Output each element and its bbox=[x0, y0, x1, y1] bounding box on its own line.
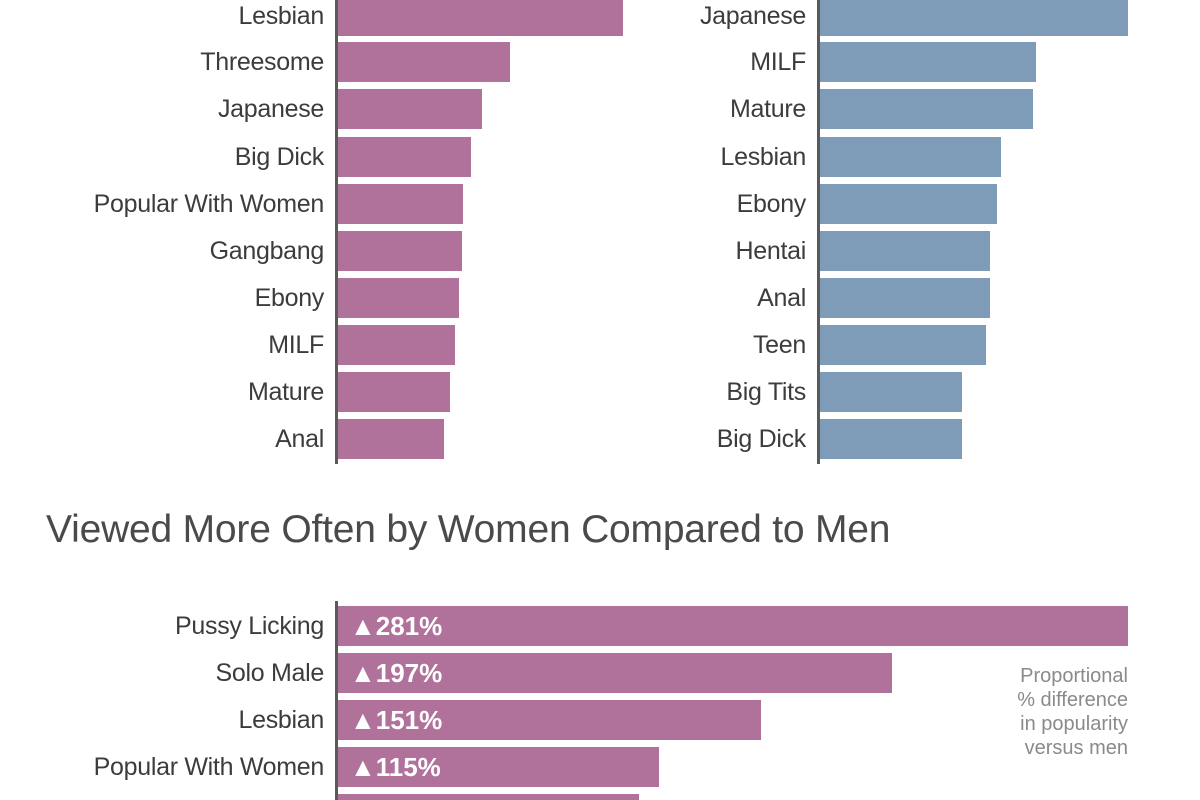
women-bar-gangbang bbox=[338, 231, 462, 271]
women-bar-anal bbox=[338, 419, 444, 459]
note-line-4: versus men bbox=[1024, 737, 1128, 759]
women-bar-big-dick bbox=[338, 137, 471, 177]
women-label-ebony: Ebony bbox=[254, 284, 325, 312]
women-label-gangbang: Gangbang bbox=[209, 237, 325, 265]
women-label-popular-with-women: Popular With Women bbox=[93, 190, 325, 218]
men-label-anal: Anal bbox=[757, 284, 806, 312]
men-label-big-tits: Big Tits bbox=[726, 378, 806, 406]
comparison-label-solo-male: Solo Male bbox=[215, 659, 325, 687]
men-bar-big-dick bbox=[820, 419, 962, 459]
men-label-japanese: Japanese bbox=[699, 2, 806, 30]
comparison-bar-partial bbox=[338, 794, 639, 800]
men-label-mature: Mature bbox=[729, 95, 806, 123]
women-chart-axis bbox=[335, 0, 338, 464]
women-label-big-dick: Big Dick bbox=[234, 143, 325, 171]
men-label-teen: Teen bbox=[752, 331, 806, 359]
men-label-ebony: Ebony bbox=[736, 190, 807, 218]
women-bar-lesbian bbox=[338, 0, 623, 36]
comparison-bar-pussy-licking: ▲281% bbox=[338, 606, 1128, 646]
comparison-value-popular-with-women: ▲115% bbox=[350, 752, 441, 782]
men-bar-hentai bbox=[820, 231, 990, 271]
men-bar-anal bbox=[820, 278, 990, 318]
men-chart-axis bbox=[817, 0, 820, 464]
note-line-3: in popularity bbox=[1020, 713, 1128, 735]
comparison-bar-solo-male: ▲197% bbox=[338, 653, 892, 693]
comparison-chart-axis bbox=[335, 601, 338, 800]
men-label-milf: MILF bbox=[750, 48, 806, 76]
men-bar-lesbian bbox=[820, 137, 1001, 177]
men-bar-teen bbox=[820, 325, 986, 365]
women-bar-popular-with-women bbox=[338, 184, 463, 224]
section-title: Viewed More Often by Women Compared to M… bbox=[46, 508, 891, 551]
comparison-value-solo-male: ▲197% bbox=[350, 658, 443, 688]
men-bar-japanese bbox=[820, 0, 1128, 36]
note-line-2: % difference bbox=[1017, 689, 1128, 711]
women-label-anal: Anal bbox=[275, 425, 324, 453]
comparison-value-pussy-licking: ▲281% bbox=[350, 611, 443, 641]
men-label-hentai: Hentai bbox=[735, 237, 807, 265]
women-bar-threesome bbox=[338, 42, 510, 82]
men-label-big-dick: Big Dick bbox=[716, 425, 807, 453]
comparison-label-popular-with-women: Popular With Women bbox=[93, 753, 325, 781]
comparison-bar-lesbian: ▲151% bbox=[338, 700, 761, 740]
comparison-bar-popular-with-women: ▲115% bbox=[338, 747, 659, 787]
women-label-lesbian: Lesbian bbox=[238, 2, 325, 30]
note-line-1: Proportional bbox=[1020, 665, 1128, 687]
women-bar-ebony bbox=[338, 278, 459, 318]
men-label-lesbian: Lesbian bbox=[720, 143, 807, 171]
women-label-japanese: Japanese bbox=[217, 95, 324, 123]
women-label-milf: MILF bbox=[268, 331, 324, 359]
men-bar-milf bbox=[820, 42, 1036, 82]
men-bar-ebony bbox=[820, 184, 997, 224]
women-bar-mature bbox=[338, 372, 450, 412]
women-label-mature: Mature bbox=[247, 378, 324, 406]
men-bar-mature bbox=[820, 89, 1033, 129]
women-label-threesome: Threesome bbox=[200, 48, 324, 76]
women-bar-milf bbox=[338, 325, 455, 365]
comparison-label-pussy-licking: Pussy Licking bbox=[175, 612, 324, 640]
comparison-label-lesbian: Lesbian bbox=[238, 706, 325, 734]
men-bar-big-tits bbox=[820, 372, 962, 412]
women-bar-japanese bbox=[338, 89, 482, 129]
comparison-value-lesbian: ▲151% bbox=[350, 705, 443, 735]
comparison-note: Proportional % difference in popularity … bbox=[928, 664, 1128, 760]
